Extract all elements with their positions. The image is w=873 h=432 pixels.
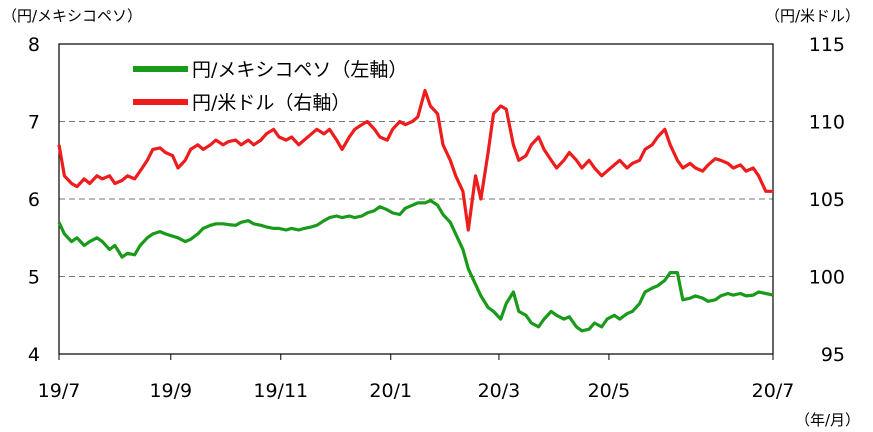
series-line-usd	[57, 88, 773, 232]
x-tick-label: 20/5	[588, 380, 631, 402]
right-axis-unit: （円/米ドル）	[765, 7, 860, 25]
y-axis-right: 95 100 105 110 115	[809, 34, 845, 366]
x-tick-label: 19/7	[38, 380, 81, 402]
y-right-tick-label: 95	[821, 344, 845, 366]
gridlines	[59, 121, 773, 277]
legend-label-mxn: 円/メキシコペソ（左軸）	[192, 59, 407, 81]
y-right-tick-label: 110	[809, 112, 845, 134]
plot-area	[58, 43, 774, 355]
legend: 円/メキシコペソ（左軸） 円/米ドル（右軸）	[133, 59, 407, 114]
y-left-tick-label: 5	[28, 267, 40, 289]
x-axis: 19/7 19/9 19/11 20/1 20/3 20/5 20/7	[38, 354, 795, 402]
y-left-tick-label: 7	[28, 112, 40, 134]
series-line-mxn	[57, 198, 774, 333]
y-left-tick-label: 8	[28, 34, 40, 56]
legend-label-usd: 円/米ドル（右軸）	[192, 92, 350, 114]
y-left-tick-label: 6	[28, 189, 40, 211]
x-axis-unit: （年/月）	[795, 411, 860, 429]
x-tick-label: 19/11	[253, 380, 308, 402]
series-lines	[57, 88, 774, 333]
y-right-tick-label: 100	[809, 267, 845, 289]
y-right-tick-label: 115	[809, 34, 845, 56]
x-tick-label: 20/3	[478, 380, 521, 402]
x-tick-label: 20/1	[369, 380, 412, 402]
y-axis-left: 4 5 6 7 8	[28, 34, 40, 366]
left-axis-unit: （円/メキシコペソ）	[2, 7, 142, 25]
x-tick-label: 20/7	[752, 380, 795, 402]
x-tick-label: 19/9	[149, 380, 192, 402]
y-right-tick-label: 105	[809, 189, 845, 211]
y-left-tick-label: 4	[28, 344, 40, 366]
